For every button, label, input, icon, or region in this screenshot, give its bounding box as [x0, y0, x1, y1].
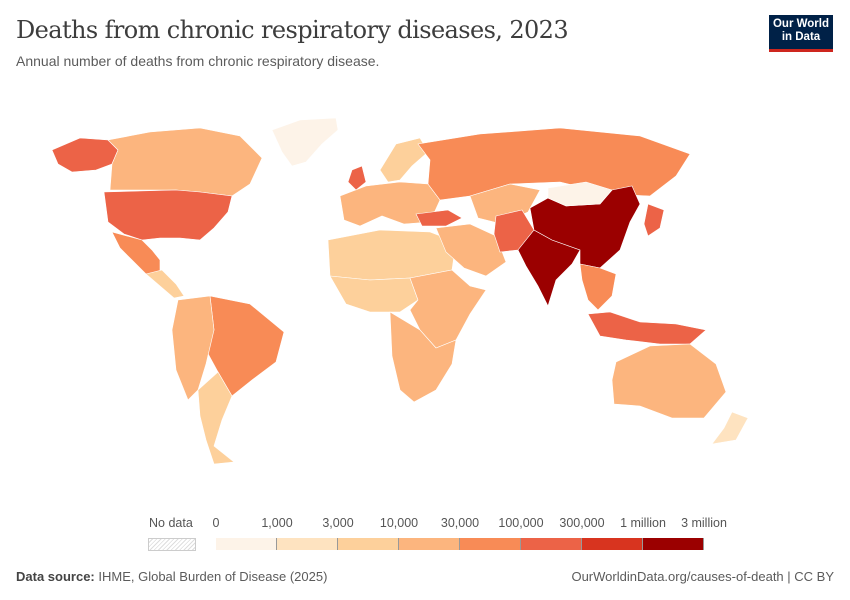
map-region-central-america[interactable]: [145, 269, 185, 299]
map-region-turkey[interactable]: [415, 209, 463, 227]
map-region-mongolia[interactable]: [547, 181, 613, 207]
data-source-text[interactable]: IHME, Global Burden of Disease (2025): [98, 569, 328, 584]
legend-tick-label: 1,000: [261, 516, 293, 530]
legend-bin-swatch[interactable]: [338, 538, 399, 550]
map-region-west-africa[interactable]: [329, 275, 419, 313]
source-url[interactable]: OurWorldinData.org/causes-of-death | CC …: [571, 569, 834, 584]
legend-tick-label: 0: [212, 516, 220, 530]
map-region-southern-south-america[interactable]: [197, 371, 235, 465]
map-region-alaska[interactable]: [51, 137, 119, 173]
chart-title: Deaths from chronic respiratory diseases…: [16, 16, 569, 44]
map-region-united-states[interactable]: [103, 189, 233, 241]
map-region-greenland[interactable]: [271, 117, 339, 167]
data-source: Data source: IHME, Global Burden of Dise…: [16, 569, 327, 584]
legend-bin-swatch[interactable]: [277, 538, 338, 550]
legend-tick-label: 100,000: [498, 516, 544, 530]
legend-tick-label: 300,000: [559, 516, 605, 530]
legend-bin-swatch[interactable]: [643, 538, 704, 550]
map-region-southern-africa[interactable]: [389, 311, 457, 403]
map-region-united-kingdom[interactable]: [347, 165, 367, 191]
map-region-canada[interactable]: [107, 127, 263, 197]
map-region-middle-east[interactable]: [435, 223, 507, 277]
map-region-scandinavia[interactable]: [379, 137, 429, 183]
map-region-new-zealand[interactable]: [711, 411, 749, 445]
chart-subtitle: Annual number of deaths from chronic res…: [16, 53, 380, 69]
legend-tick-label: 1 million: [620, 516, 666, 530]
owid-logo[interactable]: Our World in Data: [769, 15, 833, 52]
legend-bin-swatch[interactable]: [521, 538, 582, 550]
map-region-australia[interactable]: [611, 343, 727, 419]
legend-bin-swatch[interactable]: [460, 538, 521, 550]
map-region-north-africa[interactable]: [327, 229, 457, 281]
legend-tick-label: 30,000: [440, 516, 480, 530]
legend-bin-swatch[interactable]: [582, 538, 643, 550]
map-region-indonesia[interactable]: [587, 311, 707, 345]
map-region-southeast-asia[interactable]: [579, 263, 617, 311]
world-map: [51, 117, 749, 465]
legend-bin-swatch[interactable]: [216, 538, 277, 550]
data-source-label: Data source:: [16, 569, 95, 584]
legend-bin-swatch[interactable]: [399, 538, 460, 550]
legend-no-data-label: No data: [149, 516, 193, 530]
legend-tick-label: 3,000: [322, 516, 354, 530]
legend-tick-label: 10,000: [379, 516, 419, 530]
map-region-japan[interactable]: [643, 203, 665, 237]
legend-tick-label: 3 million: [681, 516, 727, 530]
legend-no-data-swatch: [148, 538, 196, 551]
